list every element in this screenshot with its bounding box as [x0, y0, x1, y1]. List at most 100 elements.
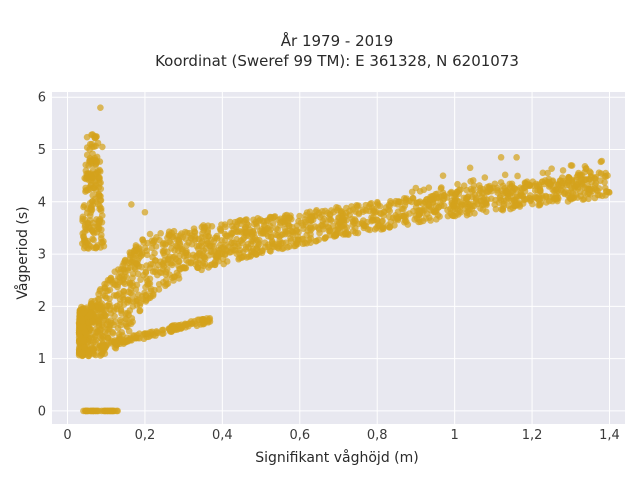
data-point — [245, 244, 252, 251]
data-point — [575, 169, 582, 177]
data-point — [585, 176, 593, 183]
data-point — [136, 250, 143, 257]
data-point — [120, 301, 128, 308]
data-point — [365, 207, 373, 215]
data-point — [344, 230, 352, 238]
data-point — [217, 227, 225, 235]
data-point — [286, 214, 293, 221]
data-point — [481, 174, 489, 181]
data-point — [135, 262, 143, 270]
data-point — [469, 177, 477, 184]
data-point — [290, 242, 298, 250]
data-point — [284, 243, 291, 251]
data-point — [523, 178, 531, 186]
data-point — [598, 157, 606, 165]
data-point — [83, 144, 91, 151]
data-point — [123, 315, 130, 323]
data-point — [274, 226, 281, 234]
data-point — [498, 187, 505, 194]
data-point — [200, 224, 208, 232]
data-point — [425, 184, 433, 191]
data-point — [501, 171, 509, 179]
data-point — [182, 235, 189, 242]
data-point — [84, 407, 92, 415]
data-point — [221, 237, 229, 244]
data-point — [602, 188, 610, 195]
data-point — [97, 192, 104, 200]
data-point — [94, 242, 101, 249]
data-point — [175, 275, 183, 282]
data-point — [103, 321, 110, 328]
data-point — [545, 197, 553, 205]
data-point — [499, 205, 507, 213]
data-point — [261, 223, 269, 231]
data-point — [476, 182, 483, 189]
data-point — [104, 335, 112, 342]
data-point — [160, 263, 168, 270]
data-point — [80, 337, 87, 345]
data-point — [591, 175, 599, 183]
data-point — [578, 179, 586, 187]
data-point — [351, 224, 359, 232]
data-point — [99, 143, 106, 151]
data-point — [100, 238, 107, 245]
data-point — [90, 339, 97, 346]
data-point — [88, 131, 95, 139]
data-point — [113, 291, 121, 299]
data-point — [448, 189, 456, 197]
data-point — [513, 154, 520, 161]
data-point — [106, 295, 113, 303]
data-point — [120, 287, 127, 295]
data-point — [81, 344, 88, 351]
data-point — [326, 227, 334, 235]
data-point — [409, 194, 417, 202]
data-point — [124, 296, 132, 304]
data-point — [140, 239, 148, 246]
data-point — [491, 201, 499, 208]
data-point — [564, 198, 572, 205]
data-point — [117, 307, 125, 314]
data-point — [194, 245, 202, 253]
data-point — [467, 185, 475, 193]
data-point — [266, 213, 274, 221]
data-point — [266, 247, 274, 255]
data-point — [198, 234, 206, 241]
data-point — [157, 258, 164, 265]
y-tick-label: 3 — [38, 248, 46, 263]
data-point — [449, 212, 456, 219]
data-point — [539, 169, 547, 177]
data-point — [162, 268, 170, 276]
data-point — [88, 140, 96, 148]
data-point — [101, 328, 109, 336]
y-tick-label: 1 — [38, 352, 46, 367]
data-point — [143, 251, 151, 259]
data-point — [321, 207, 329, 215]
data-point — [418, 207, 426, 214]
data-point — [374, 201, 382, 209]
data-point — [455, 186, 463, 194]
data-point — [79, 317, 86, 325]
data-point — [129, 270, 137, 278]
data-point — [379, 225, 387, 233]
x-axis-title: Signifikant våghöjd (m) — [255, 449, 418, 466]
data-point — [129, 318, 136, 326]
data-point — [87, 173, 95, 180]
x-tick-label: 1,4 — [599, 428, 620, 443]
data-point — [134, 270, 142, 278]
y-axis-title: Vågperiod (s) — [14, 206, 31, 299]
data-point — [142, 298, 150, 305]
data-point — [297, 219, 305, 227]
data-point — [520, 184, 528, 191]
data-point — [508, 180, 516, 188]
data-point — [439, 172, 447, 179]
data-point — [165, 325, 173, 333]
data-point — [371, 209, 379, 216]
data-point — [218, 221, 225, 228]
data-point — [126, 279, 134, 287]
data-point — [479, 206, 487, 213]
data-point — [132, 286, 140, 293]
data-point — [427, 217, 434, 224]
data-point — [306, 213, 314, 221]
data-point — [95, 290, 102, 298]
